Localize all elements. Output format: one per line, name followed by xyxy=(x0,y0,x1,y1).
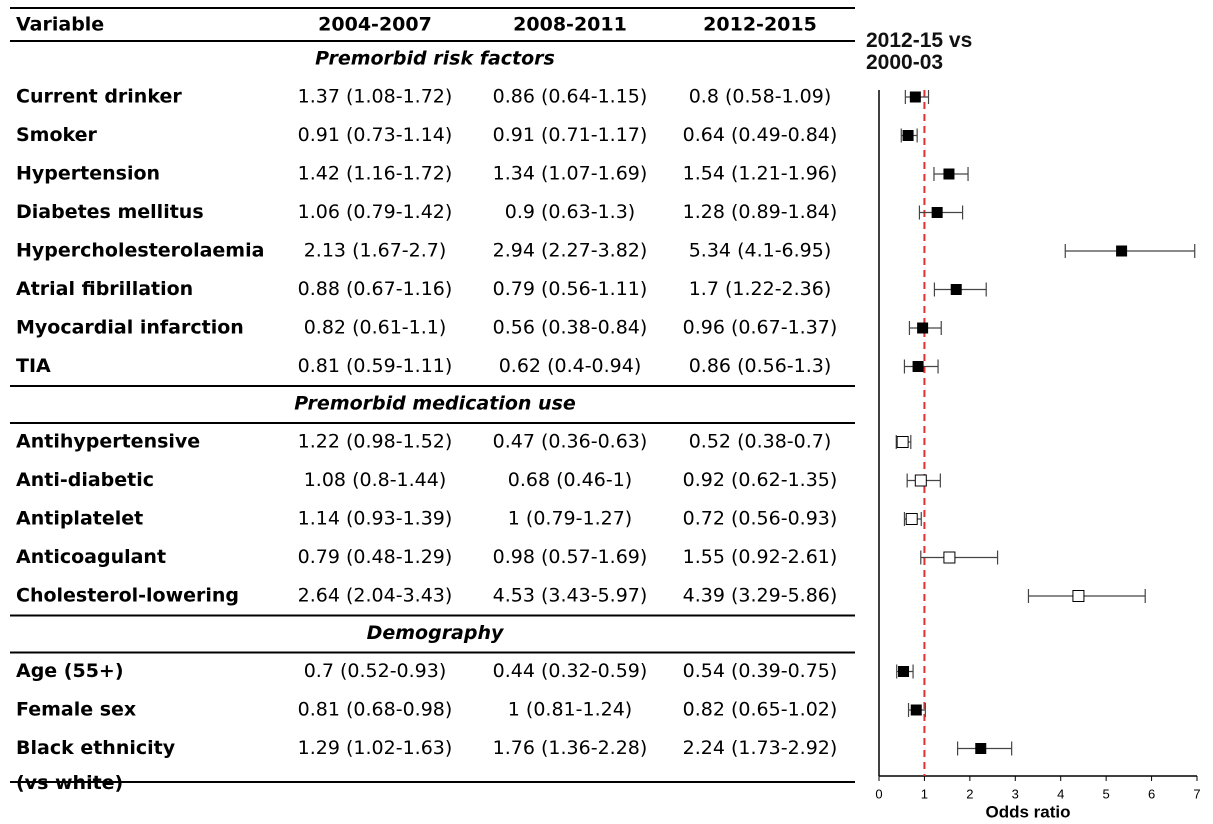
cell-value: 0.91 (0.71-1.17) xyxy=(493,124,648,146)
cell-value: 1.76 (1.36-2.28) xyxy=(493,737,648,759)
cell-value: 0.82 (0.61-1.1) xyxy=(304,317,447,339)
row-label: TIA xyxy=(16,355,51,377)
cell-value: 1.14 (0.93-1.39) xyxy=(298,508,453,530)
estimate-marker xyxy=(910,704,922,716)
x-tick-label: 4 xyxy=(1057,786,1064,801)
row-label: Hypercholesterolaemia xyxy=(16,240,264,262)
cell-value: 1.37 (1.08-1.72) xyxy=(298,86,453,108)
x-tick-label: 0 xyxy=(875,786,882,801)
estimate-marker xyxy=(975,743,987,754)
estimate-marker xyxy=(931,207,943,218)
row-label: Anticoagulant xyxy=(16,546,166,568)
cell-value: 0.79 (0.48-1.29) xyxy=(298,546,453,568)
x-tick-label: 2 xyxy=(966,786,973,801)
cell-value: 0.86 (0.56-1.3) xyxy=(689,355,832,377)
x-tick-label: 7 xyxy=(1193,786,1200,801)
cell-value: 0.68 (0.46-1) xyxy=(508,469,632,491)
cell-value: 0.47 (0.36-0.63) xyxy=(493,431,648,453)
estimate-marker xyxy=(902,130,914,141)
cell-value: 0.81 (0.68-0.98) xyxy=(298,699,453,721)
x-tick-label: 1 xyxy=(921,786,928,801)
cell-value: 0.56 (0.38-0.84) xyxy=(493,317,648,339)
column-header: 2008-2011 xyxy=(513,14,627,36)
section-title: Premorbid medication use xyxy=(294,393,576,415)
estimate-marker xyxy=(912,361,924,372)
row-label: Female sex xyxy=(16,699,136,721)
column-header: 2012-2015 xyxy=(703,14,817,36)
column-header: 2004-2007 xyxy=(318,14,432,36)
row-label: Diabetes mellitus xyxy=(16,201,204,223)
plot-title: 2012-15 vs 2000-03 xyxy=(866,29,973,74)
cell-value: 1.06 (0.79-1.42) xyxy=(298,201,453,223)
estimate-marker xyxy=(914,474,927,487)
section-title: Demography xyxy=(367,622,505,644)
cell-value: 0.82 (0.65-1.02) xyxy=(683,699,838,721)
estimate-marker xyxy=(898,666,910,677)
estimate-marker xyxy=(917,322,929,334)
cell-value: 1.22 (0.98-1.52) xyxy=(298,431,453,453)
cell-value: 1.28 (0.89-1.84) xyxy=(683,201,838,223)
row-label: Black ethnicity xyxy=(16,737,176,759)
row-label: Smoker xyxy=(16,124,98,146)
cell-value: 0.79 (0.56-1.11) xyxy=(493,278,648,300)
cell-value: 2.24 (1.73-2.92) xyxy=(683,737,838,759)
cell-value: 0.64 (0.49-0.84) xyxy=(683,124,838,146)
cell-value: 1.55 (0.92-2.61) xyxy=(683,546,838,568)
estimate-marker xyxy=(950,284,962,295)
estimate-marker xyxy=(1116,245,1128,257)
cell-value: 1.08 (0.8-1.44) xyxy=(304,469,447,491)
cell-value: 0.9 (0.63-1.3) xyxy=(505,201,635,223)
cell-value: 0.72 (0.56-0.93) xyxy=(683,508,838,530)
cell-value: 2.94 (2.27-3.82) xyxy=(493,240,648,262)
cell-value: 2.13 (1.67-2.7) xyxy=(304,240,447,262)
row-label: Atrial fibrillation xyxy=(16,278,193,300)
cell-value: 0.52 (0.38-0.7) xyxy=(689,431,832,453)
cell-value: 1 (0.79-1.27) xyxy=(508,508,632,530)
cell-value: 1.34 (1.07-1.69) xyxy=(493,163,648,185)
cell-value: 0.62 (0.4-0.94) xyxy=(499,355,642,377)
cell-value: 2.64 (2.04-3.43) xyxy=(298,585,453,607)
row-label: Anti-diabetic xyxy=(16,469,154,491)
estimate-marker xyxy=(1072,590,1085,602)
cell-value: 0.98 (0.57-1.69) xyxy=(493,546,648,568)
estimate-marker xyxy=(905,513,918,525)
row-label: Antiplatelet xyxy=(16,508,143,530)
x-axis-label: Odds ratio xyxy=(985,802,1070,821)
cell-value: 4.39 (3.29-5.86) xyxy=(683,585,838,607)
cell-value: 0.81 (0.59-1.11) xyxy=(298,355,453,377)
cell-value: 1.7 (1.22-2.36) xyxy=(689,278,832,300)
cell-value: 4.53 (3.43-5.97) xyxy=(493,585,648,607)
cell-value: 0.96 (0.67-1.37) xyxy=(683,317,838,339)
cell-value: 1 (0.81-1.24) xyxy=(508,699,632,721)
cell-value: 1.42 (1.16-1.72) xyxy=(298,163,453,185)
column-header: Variable xyxy=(16,14,104,36)
x-tick-label: 5 xyxy=(1103,786,1110,801)
cell-value: 1.54 (1.21-1.96) xyxy=(683,163,838,185)
cell-value: 0.86 (0.64-1.15) xyxy=(493,86,648,108)
row-label: Antihypertensive xyxy=(16,431,200,453)
cell-value: 0.91 (0.73-1.14) xyxy=(298,124,453,146)
estimate-marker xyxy=(896,436,909,448)
row-label: Current drinker xyxy=(16,86,182,108)
cell-value: 5.34 (4.1-6.95) xyxy=(689,240,832,262)
cell-value: 0.92 (0.62-1.35) xyxy=(683,469,838,491)
cell-value: 0.8 (0.58-1.09) xyxy=(689,86,832,108)
cell-value: 0.88 (0.67-1.16) xyxy=(298,278,453,300)
estimate-marker xyxy=(943,551,956,564)
section-title: Premorbid risk factors xyxy=(315,48,555,70)
row-label: Myocardial infarction xyxy=(16,317,244,339)
cell-value: 0.44 (0.32-0.59) xyxy=(493,660,648,682)
row-label: Age (55+) xyxy=(16,660,124,682)
row-label: Hypertension xyxy=(16,163,160,185)
cell-value: 0.7 (0.52-0.93) xyxy=(304,660,447,682)
x-tick-label: 6 xyxy=(1148,786,1155,801)
row-label: Cholesterol-lowering xyxy=(16,585,239,607)
x-tick-label: 3 xyxy=(1012,786,1019,801)
cell-value: 0.54 (0.39-0.75) xyxy=(683,660,838,682)
estimate-marker xyxy=(909,91,921,103)
cell-value: 1.29 (1.02-1.63) xyxy=(298,737,453,759)
estimate-marker xyxy=(943,168,955,180)
